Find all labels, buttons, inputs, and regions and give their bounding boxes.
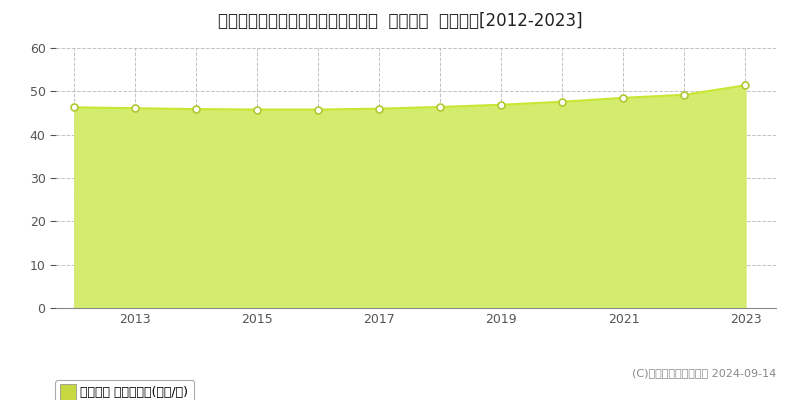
Text: (C)土地価格ドットコム 2024-09-14: (C)土地価格ドットコム 2024-09-14 — [632, 368, 776, 378]
Text: 大阪府堺市西区鳳西町１丁８２番２  地価公示  地価推移[2012-2023]: 大阪府堺市西区鳳西町１丁８２番２ 地価公示 地価推移[2012-2023] — [218, 12, 582, 30]
Legend: 地価公示 平均坪単価(万円/坪): 地価公示 平均坪単価(万円/坪) — [55, 380, 194, 400]
